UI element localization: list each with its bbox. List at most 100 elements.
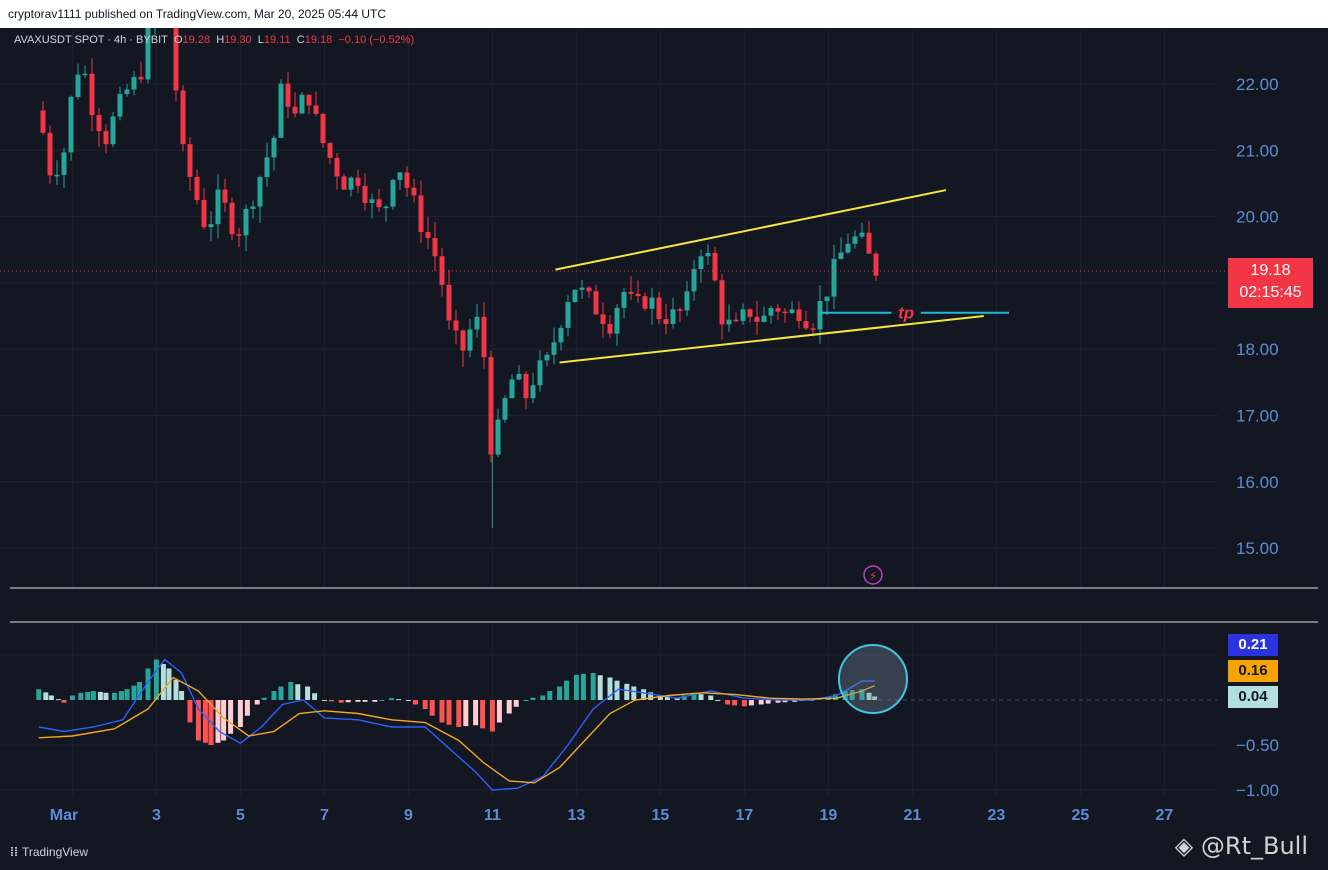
macd-histogram-bar [715, 700, 721, 701]
symbol-name[interactable]: AVAXUSDT SPOT · 4h · BYBIT [14, 34, 168, 46]
macd-histogram-bar [547, 691, 553, 700]
macd-histogram-bar [473, 700, 479, 726]
macd-histogram-bar [765, 700, 771, 704]
candle-body [467, 329, 473, 351]
candle-body [82, 73, 88, 76]
candle-body [537, 360, 543, 386]
macd-histogram-bar [725, 700, 731, 705]
candle-body [586, 287, 592, 292]
macd-histogram-bar [244, 700, 250, 716]
candle-body [719, 280, 725, 325]
candle-body [712, 252, 718, 281]
last-price: 19.18 [1250, 262, 1291, 279]
candle-body [271, 137, 277, 158]
candle-body [558, 327, 564, 343]
candle-body [523, 373, 529, 399]
candle-body [376, 199, 382, 208]
candle-body [698, 256, 704, 270]
candle-body [75, 74, 81, 97]
macd-histogram-bar [202, 700, 208, 743]
candle-body [306, 94, 312, 106]
tradingview-brand: TradingView [22, 845, 89, 859]
macd-tick: −0.50 [1236, 736, 1279, 755]
chart-canvas[interactable]: 22.00 21.00 20.00 18.00 17.00 16.00 15.00 −0.50… [0, 28, 1328, 838]
price-tick: 16.00 [1236, 473, 1279, 492]
macd-histogram-bar [145, 668, 151, 700]
candle-body [229, 202, 235, 235]
macd-histogram-bar [55, 699, 61, 701]
macd-histogram-bar [36, 689, 42, 700]
time-tick: 11 [484, 807, 501, 824]
macd-histogram-bar [792, 700, 798, 702]
macd-histogram-bar [691, 692, 697, 700]
bar-countdown: 02:15:45 [1239, 284, 1302, 301]
macd-histogram-bar [103, 692, 109, 700]
macd-histogram-bar [641, 689, 647, 700]
candle-body [411, 187, 417, 196]
macd-histogram-bar [782, 700, 788, 703]
macd-histogram-bar [446, 700, 452, 725]
candle-body [390, 179, 396, 207]
macd-histogram-bar [540, 695, 546, 700]
candle-body [334, 157, 340, 177]
macd-histogram-bar [832, 694, 838, 700]
candle-body [796, 309, 802, 322]
candle-body [348, 177, 354, 190]
candle-body [425, 232, 431, 238]
candle-body [355, 177, 361, 186]
candle-body [453, 320, 459, 331]
candle-body [565, 301, 571, 328]
candle-body [740, 309, 746, 321]
candle-body [89, 73, 95, 116]
time-tick: 21 [904, 807, 922, 824]
macd-histogram-bar [69, 695, 75, 700]
macd-histogram-bar [321, 700, 327, 701]
time-tick: 13 [568, 807, 586, 824]
candle-body [579, 287, 585, 290]
candle-body [194, 176, 200, 201]
histogram-value-tag: 0.04 [1228, 686, 1278, 708]
candle-body [488, 357, 494, 455]
candle-body [320, 113, 326, 144]
macd-histogram-bar [278, 686, 284, 700]
macd-histogram-bar [456, 700, 462, 727]
high-value: 19.30 [224, 34, 252, 46]
candle-body [460, 330, 466, 351]
candle-body [131, 76, 137, 90]
close-value: 19.18 [304, 34, 333, 46]
candle-body [691, 269, 697, 292]
candle-body [243, 208, 249, 236]
macd-histogram-bar [657, 695, 663, 700]
macd-histogram-bar [131, 685, 137, 700]
time-tick: 3 [152, 807, 161, 824]
candle-body [873, 253, 879, 276]
lightning-icon [863, 565, 883, 585]
macd-histogram-bar [496, 700, 502, 723]
candle-body [656, 297, 662, 320]
time-tick: 15 [652, 807, 670, 824]
candle-body [642, 296, 648, 309]
candle-body [551, 342, 557, 355]
low-label: L [257, 34, 264, 46]
price-tick: 18.00 [1236, 340, 1279, 359]
macd-histogram-bar [43, 692, 49, 700]
candle-body [789, 309, 795, 313]
candle-body [782, 311, 788, 314]
candle-body [747, 309, 753, 317]
tradingview-logo[interactable]: ⁞⁞ TradingView [10, 845, 88, 859]
candle-body [117, 94, 123, 117]
candle-body [313, 105, 319, 114]
candle-body [530, 385, 536, 399]
macd-histogram-bar [872, 696, 878, 700]
time-tick: 7 [320, 807, 329, 824]
candle-body [607, 323, 613, 334]
candle-body [278, 83, 284, 138]
candle-body [817, 301, 823, 330]
candle-body [600, 314, 606, 324]
histogram-value: 0.04 [1238, 688, 1268, 705]
candle-body [404, 172, 410, 188]
candle-body [474, 316, 480, 330]
macd-histogram-bar [758, 700, 764, 705]
candle-body [418, 195, 424, 233]
macd-histogram-bar [422, 700, 428, 709]
